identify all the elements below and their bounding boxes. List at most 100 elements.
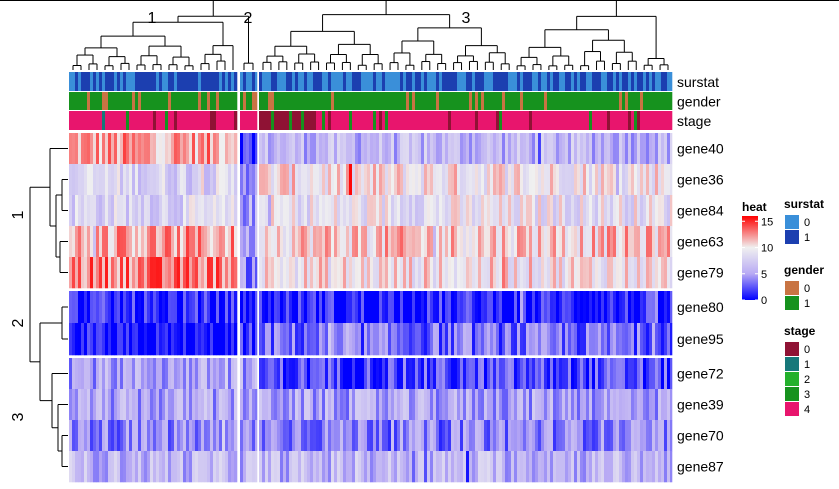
heat-cell [667,451,671,483]
annotation-cell-gender [171,92,175,110]
annotation-cell-stage [322,111,326,130]
heat-cell [159,323,163,356]
heat-cell [430,133,434,165]
annotation-cell-surstat [532,72,536,91]
heat-cell [664,291,668,324]
annotation-cell-stage [201,111,205,130]
heat-cell [234,420,238,452]
heat-cell [240,291,244,324]
annotation-cell-gender [283,92,287,110]
heat-cell [168,323,172,356]
annotation-cell-stage [367,111,371,130]
heat-cell [325,164,329,196]
heat-cell [225,195,229,227]
heat-cell [195,195,199,227]
annotation-cell-stage [481,111,485,130]
annotation-cell-gender [439,92,443,110]
heat-cell [421,451,425,483]
heat-cell [472,164,476,196]
heat-cell [117,451,121,483]
heat-cell [304,420,308,452]
heat-cell [240,358,244,390]
annotation-cell-stage [415,111,419,130]
heat-cell [409,226,413,258]
heat-cell [496,323,500,356]
heat-cell [132,451,136,483]
heat-cell [415,323,419,356]
annotation-cell-gender [424,92,428,110]
annotation-cell-gender [252,92,256,110]
heat-cell [210,226,214,258]
heat-cell [526,257,530,289]
annotation-cell-surstat [475,72,479,91]
heat-cell [424,358,428,390]
heat-cell [165,226,169,258]
heat-cell [132,164,136,196]
heat-cell [442,420,446,452]
heat-cell [222,133,226,165]
annotation-cell-surstat [508,72,512,91]
heat-cell [99,226,103,258]
heat-cell [259,133,263,165]
heat-cell [204,226,208,258]
heat-cell [607,389,611,421]
heat-cell [361,323,365,356]
heat-cell [433,358,437,390]
heat-cell [523,323,527,356]
heat-cell [577,291,581,324]
heat-cell [640,291,644,324]
heat-cell [123,323,127,356]
annotation-cell-stage [138,111,142,130]
annotation-cell-stage [307,111,311,130]
heat-cell [496,257,500,289]
heat-cell [370,420,374,452]
heat-cell [463,323,467,356]
heat-cell [277,323,281,356]
heat-cell [78,257,82,289]
annotation-cell-gender [463,92,467,110]
heat-cell [75,257,79,289]
heat-cell [631,451,635,483]
heat-cell [613,451,617,483]
heat-cell [601,420,605,452]
heat-cell [415,389,419,421]
heat-cell [649,133,653,165]
heat-cell [454,420,458,452]
heat-cell [189,389,193,421]
heat-cell [198,226,202,258]
heat-cell [126,226,130,258]
heat-cell [304,451,308,483]
heat-cell [418,257,422,289]
heat-cell [400,226,404,258]
heat-cell [198,291,202,324]
heat-cell [81,257,85,289]
heat-cell [364,451,368,483]
heat-cell [502,226,506,258]
annotation-cell-stage [487,111,491,130]
heat-cell [240,133,244,165]
heat-cell [135,323,139,356]
heat-cell [81,133,85,165]
heat-cell [72,226,76,258]
heat-cell [523,420,527,452]
heat-cell [283,291,287,324]
row-label-gene84: gene84 [677,203,724,219]
annotation-cell-surstat [84,72,88,91]
heat-cell [177,164,181,196]
heat-cell [388,420,392,452]
heat-cell [661,451,665,483]
heat-cell [180,291,184,324]
heat-cell [580,451,584,483]
heat-cell [490,164,494,196]
annotation-cell-gender [307,92,311,110]
heat-cell [496,358,500,390]
heat-cell [123,164,127,196]
heat-cell [484,420,488,452]
heat-cell [550,291,554,324]
annotation-cell-gender [628,92,632,110]
heat-cell [598,195,602,227]
heat-cell [490,257,494,289]
heat-cell [289,195,293,227]
annotation-cell-surstat [265,72,269,91]
heat-cell [129,226,133,258]
